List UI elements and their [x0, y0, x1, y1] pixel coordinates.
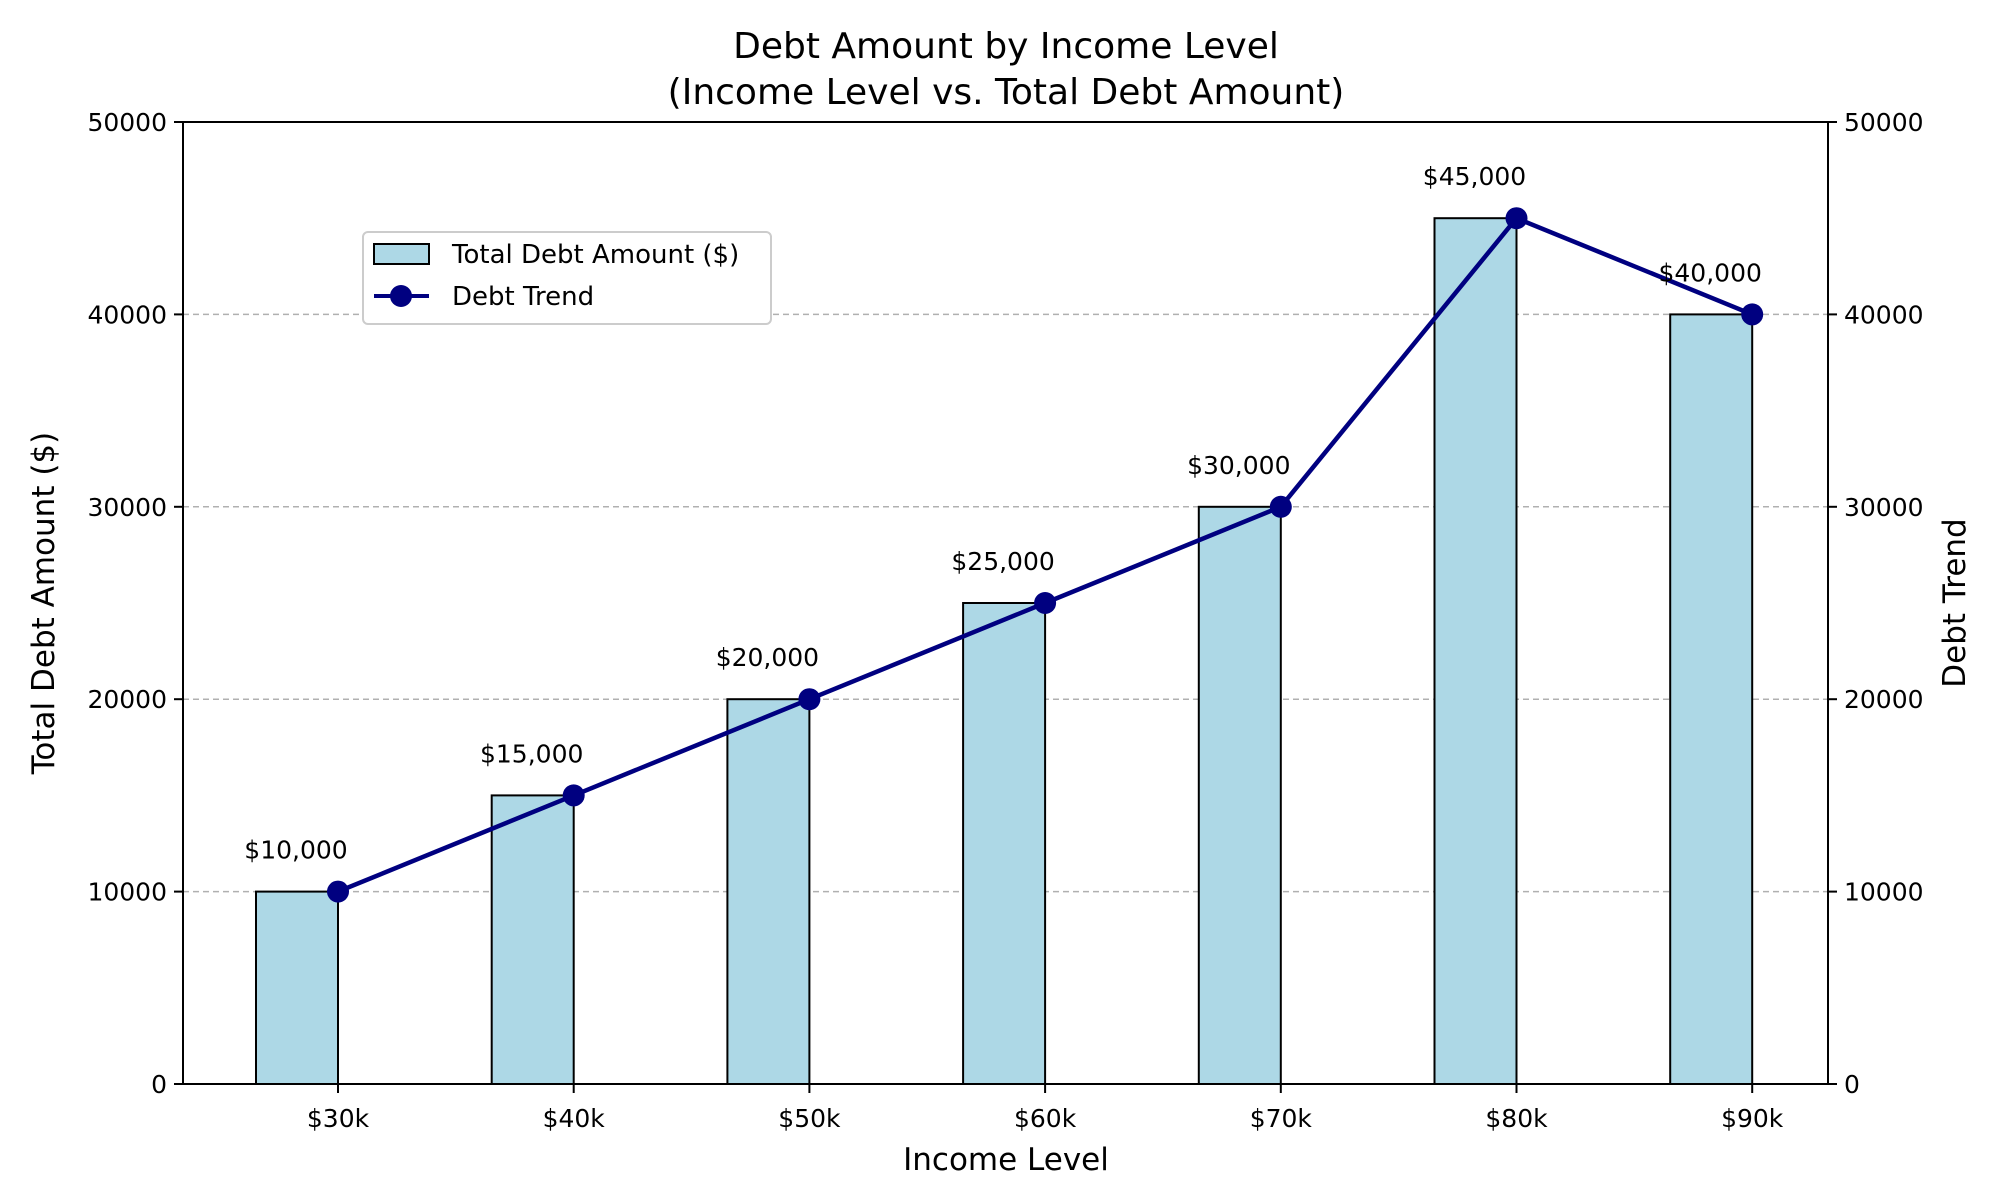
x-axis: $30k $40k $50k $60k $70k $80k $90k [307, 1084, 1784, 1133]
y-axis-label-right: Debt Trend [1937, 518, 1973, 687]
trend-point-$60k [1034, 592, 1057, 614]
bar-$40k [490, 794, 575, 1086]
x-tick-label: $50k [778, 1104, 841, 1133]
x-tick-label: $80k [1485, 1104, 1548, 1133]
y-tick-label: 40000 [87, 300, 167, 329]
data-label: $25,000 [951, 547, 1054, 576]
plot-frame [182, 121, 1829, 1085]
x-tick-label: $40k [543, 1104, 606, 1133]
y-tick-label-right: 0 [1844, 1070, 1860, 1099]
x-tick-label: $60k [1014, 1104, 1077, 1133]
data-label: $20,000 [716, 643, 819, 672]
y-tick-label-right: 50000 [1844, 108, 1924, 137]
data-label: $40,000 [1659, 258, 1762, 287]
data-label: $15,000 [480, 739, 583, 768]
y-axis-left: 0 10000 20000 30000 40000 50000 [87, 108, 183, 1099]
y-tick-label: 50000 [87, 108, 167, 137]
y-tick-label: 30000 [87, 493, 167, 522]
bar-$80k [1433, 217, 1518, 1085]
legend-bar-label: Total Debt Amount ($) [451, 240, 739, 270]
trend-line [327, 207, 1764, 903]
chart-title: Debt Amount by Income Level [733, 26, 1279, 67]
bars [255, 217, 1754, 1086]
trend-point-$50k [798, 688, 821, 711]
bar-$50k [726, 698, 811, 1085]
trend-point-$40k [562, 784, 585, 807]
legend-box [362, 231, 772, 325]
y-tick-label-right: 40000 [1844, 300, 1924, 329]
y-tick-label: 20000 [87, 685, 167, 714]
trend-point-$90k [1741, 303, 1764, 326]
bar-$90k [1669, 313, 1754, 1085]
bar-$70k [1197, 505, 1282, 1085]
legend-bar-swatch [373, 243, 430, 265]
trend-point-$80k [1505, 207, 1528, 230]
data-label: $10,000 [244, 836, 347, 865]
y-axis-right: 0 10000 20000 30000 40000 50000 [1828, 108, 1924, 1099]
data-labels: $10,000 $15,000 $20,000 $25,000 $30,000 $45,0… [244, 162, 1762, 864]
y-tick-label-right: 10000 [1844, 878, 1924, 907]
x-tick-label: $30k [307, 1104, 370, 1133]
x-tick-label: $70k [1250, 1104, 1313, 1133]
x-axis-label: Income Level [903, 1142, 1109, 1178]
y-tick-label-right: 30000 [1844, 493, 1924, 522]
y-tick-label-right: 20000 [1844, 685, 1924, 714]
x-tick-label: $90k [1721, 1104, 1784, 1133]
legend-line-marker [390, 285, 412, 307]
y-axis-label: Total Debt Amount ($) [26, 432, 62, 775]
bar-$60k [962, 602, 1047, 1085]
chart-subtitle: (Income Level vs. Total Debt Amount) [668, 72, 1345, 113]
legend-line-label: Debt Trend [452, 282, 594, 312]
legend: Total Debt Amount ($) Debt Trend [362, 231, 772, 325]
data-label: $45,000 [1423, 162, 1526, 191]
trend-point-$70k [1269, 495, 1292, 518]
bar-$30k [255, 890, 339, 1085]
trend-point-$30k [327, 880, 349, 903]
y-tick-label: 10000 [87, 878, 167, 907]
data-label: $30,000 [1187, 451, 1290, 480]
y-tick-label: 0 [151, 1070, 167, 1099]
